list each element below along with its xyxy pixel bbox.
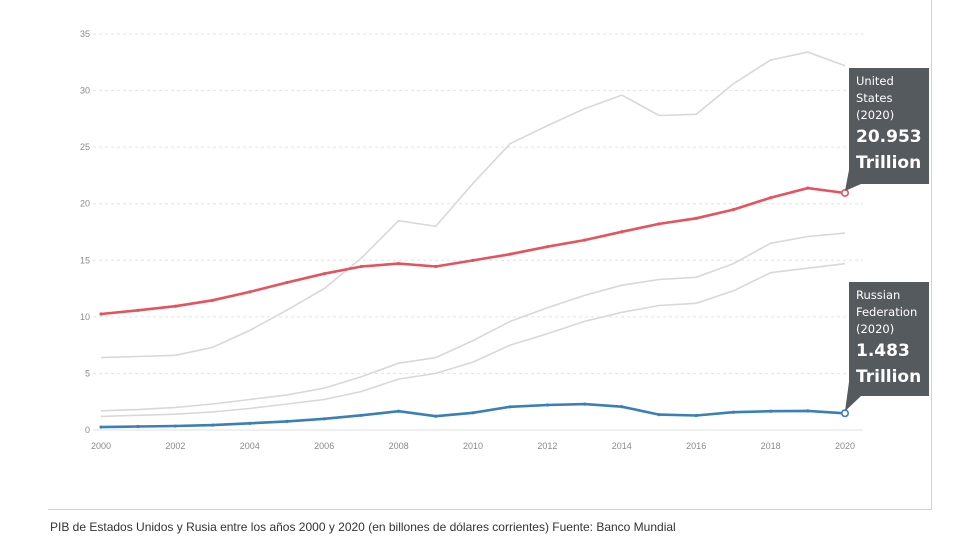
- data-point-russian-federation[interactable]: [657, 413, 661, 417]
- data-point-russian-federation[interactable]: [545, 403, 549, 407]
- x-tick-label: 2000: [91, 441, 111, 451]
- y-tick-label: 5: [85, 368, 90, 378]
- data-point-russian-federation[interactable]: [620, 405, 624, 409]
- data-point-united-states[interactable]: [211, 298, 215, 302]
- data-point-russian-federation[interactable]: [694, 413, 698, 418]
- data-point-russian-federation[interactable]: [508, 405, 512, 409]
- x-tick-label: 2010: [463, 441, 483, 451]
- data-point-russian-federation[interactable]: [248, 421, 252, 425]
- tooltip-unit: Trillion: [856, 153, 921, 173]
- tooltip-value: 20.953: [856, 127, 922, 147]
- y-tick-label: 20: [80, 199, 90, 209]
- background-series: [100, 51, 846, 418]
- x-tick-label: 2018: [761, 441, 781, 451]
- y-tick-label: 15: [80, 255, 90, 265]
- data-point-russian-federation[interactable]: [471, 411, 475, 415]
- series-line-other-2: [100, 232, 846, 412]
- x-axis-ticks: 2000 2002 2004 2006 2008 2010 2012 2014 2016 2018…: [91, 441, 855, 451]
- data-point-russian-federation[interactable]: [840, 409, 849, 418]
- tooltip-russian-federation: Russian Federation (2020) 1.483 Trillion: [845, 282, 929, 412]
- data-point-united-states[interactable]: [434, 264, 438, 269]
- data-point-russian-federation[interactable]: [731, 410, 736, 414]
- gridlines: [93, 33, 863, 431]
- data-point-united-states[interactable]: [840, 188, 849, 197]
- x-tick-label: 2008: [389, 441, 409, 451]
- data-point-russian-federation[interactable]: [434, 414, 438, 418]
- x-tick-label: 2004: [240, 441, 260, 451]
- tooltip-box: [849, 68, 929, 184]
- data-point-united-states[interactable]: [806, 186, 810, 190]
- chart-frame: 0 5 10 15 20 25 30 35 2000 2002 2004 2006 2008 2010 2…: [48, 0, 932, 510]
- data-point-russian-federation[interactable]: [359, 413, 363, 417]
- y-tick-label: 0: [85, 425, 90, 435]
- data-point-united-states[interactable]: [657, 222, 661, 226]
- figure-caption: PIB de Estados Unidos y Rusia entre los …: [50, 520, 676, 534]
- data-point-united-states[interactable]: [136, 308, 140, 312]
- tooltip-box: [849, 282, 929, 396]
- data-point-united-states[interactable]: [545, 245, 549, 249]
- data-point-russian-federation[interactable]: [769, 409, 773, 413]
- tooltip-united-states: United States (2020) 20.953 Trillion: [845, 68, 929, 191]
- series-line-other-1: [100, 51, 846, 359]
- series-line-united-states[interactable]: [100, 186, 846, 316]
- data-point-united-states[interactable]: [99, 312, 103, 316]
- data-point-united-states[interactable]: [694, 216, 698, 220]
- data-point-united-states[interactable]: [471, 258, 475, 262]
- tooltip-label: Russian: [856, 288, 900, 302]
- data-point-russian-federation[interactable]: [211, 423, 215, 427]
- tooltip-label: (2020): [856, 322, 894, 336]
- x-tick-label: 2016: [686, 441, 706, 451]
- y-tick-label: 25: [80, 142, 90, 152]
- data-point-united-states[interactable]: [397, 261, 401, 266]
- data-point-russian-federation[interactable]: [285, 419, 289, 424]
- tooltip-label: (2020): [856, 108, 894, 122]
- x-tick-label: 2002: [165, 441, 185, 451]
- highlighted-series: [99, 186, 849, 429]
- x-tick-label: 2012: [537, 441, 557, 451]
- data-point-russian-federation[interactable]: [806, 409, 810, 413]
- y-tick-label: 35: [80, 29, 90, 39]
- data-point-united-states[interactable]: [248, 290, 252, 294]
- data-point-russian-federation[interactable]: [173, 424, 177, 428]
- data-point-united-states[interactable]: [731, 207, 736, 212]
- data-point-united-states[interactable]: [285, 280, 289, 285]
- data-point-united-states[interactable]: [769, 196, 773, 200]
- data-point-united-states[interactable]: [508, 252, 512, 256]
- tooltip-unit: Trillion: [856, 367, 921, 387]
- tooltip-value: 1.483: [856, 341, 910, 361]
- x-tick-label: 2014: [612, 441, 632, 451]
- tooltip-pointer: [845, 382, 861, 412]
- tooltips: United States (2020) 20.953 Trillion Russian F…: [845, 68, 929, 412]
- tooltip-label: United: [856, 74, 894, 88]
- y-tick-label: 30: [80, 86, 90, 96]
- data-point-united-states[interactable]: [359, 264, 363, 269]
- y-tick-label: 10: [80, 312, 90, 322]
- y-axis-ticks: 0 5 10 15 20 25 30 35: [80, 29, 90, 435]
- data-point-united-states[interactable]: [173, 304, 177, 308]
- data-point-united-states[interactable]: [322, 272, 326, 276]
- data-point-united-states[interactable]: [583, 238, 587, 242]
- series-line-other-3: [100, 262, 846, 418]
- data-point-russian-federation[interactable]: [583, 402, 587, 406]
- data-point-russian-federation[interactable]: [397, 409, 401, 413]
- tooltip-pointer: [845, 170, 861, 191]
- tooltip-label: Federation: [856, 305, 917, 319]
- x-tick-label: 2020: [835, 441, 855, 451]
- x-tick-label: 2006: [314, 441, 334, 451]
- tooltip-label: States: [856, 91, 892, 105]
- data-point-russian-federation[interactable]: [136, 424, 140, 429]
- data-point-united-states[interactable]: [620, 230, 624, 234]
- data-point-russian-federation[interactable]: [99, 425, 103, 429]
- data-point-russian-federation[interactable]: [322, 417, 326, 421]
